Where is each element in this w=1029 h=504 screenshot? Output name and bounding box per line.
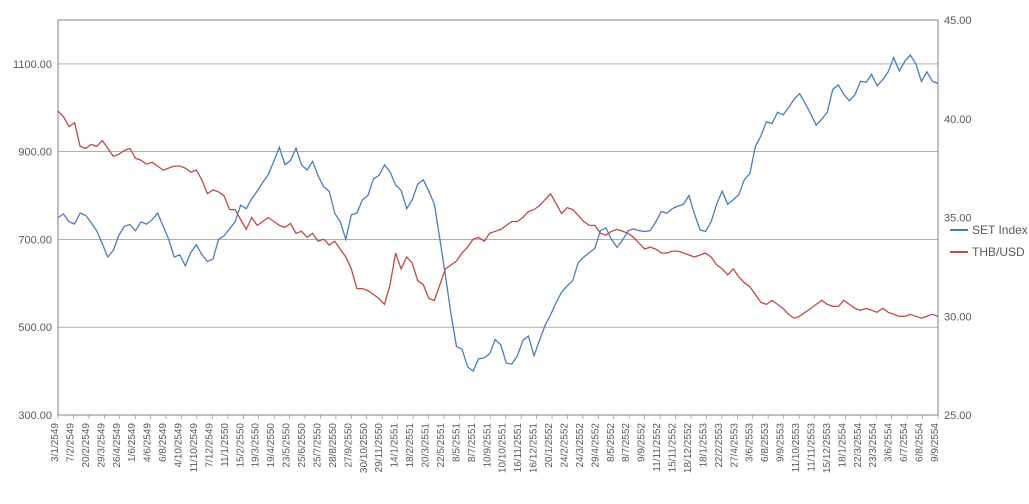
x-tick-label: 10/10/2551 bbox=[498, 423, 509, 473]
chart-container: 300.00 500.00 700.00 900.00 1100.00 25.00 30.0… bbox=[0, 0, 1029, 504]
x-tick-label: 11/10/2549 bbox=[189, 423, 200, 473]
x-tick-label: 16/11/2551 bbox=[513, 423, 524, 473]
x-tick-label: 20/3/2551 bbox=[421, 423, 432, 468]
y-left-tick-label: 1100.00 bbox=[13, 59, 52, 71]
y-right-tick-label: 45.00 bbox=[944, 15, 972, 27]
x-tick-label: 4/6/2549 bbox=[143, 423, 154, 462]
x-tick-label: 28/8/2550 bbox=[328, 423, 339, 468]
x-tick-label: 1/6/2549 bbox=[127, 423, 138, 462]
x-tick-label: 18/1/2553 bbox=[698, 423, 709, 468]
x-tick-label: 18/1/2554 bbox=[837, 423, 848, 468]
x-tick-label: 25/7/2550 bbox=[312, 423, 323, 468]
x-tick-label: 22/5/2551 bbox=[436, 423, 447, 468]
legend-label: SET Index bbox=[972, 223, 1028, 237]
line-chart: 300.00 500.00 700.00 900.00 1100.00 25.00 30.0… bbox=[0, 0, 1029, 504]
x-tick-label: 11/10/2553 bbox=[791, 423, 802, 473]
y-right-tick-label: 25.00 bbox=[944, 410, 972, 422]
x-tick-label: 22/3/2554 bbox=[853, 423, 864, 468]
x-tick-label: 11/1/2550 bbox=[220, 423, 231, 467]
x-tick-label: 6/8/2554 bbox=[915, 423, 926, 462]
x-tick-label: 6/7/2554 bbox=[899, 423, 910, 462]
x-tick-label: 27/4/2553 bbox=[729, 423, 740, 468]
y-left-tick-label: 700.00 bbox=[18, 234, 52, 246]
x-tick-label: 26/4/2549 bbox=[112, 423, 123, 468]
x-tick-label: 19/3/2550 bbox=[251, 423, 262, 468]
x-tick-label: 18/12/2552 bbox=[683, 423, 694, 473]
x-tick-label: 30/10/2550 bbox=[359, 423, 370, 473]
x-tick-label: 3/6/2553 bbox=[745, 423, 756, 462]
x-tick-label: 18/2/2551 bbox=[405, 423, 416, 468]
x-tick-label: 9/9/2554 bbox=[930, 423, 941, 462]
x-tick-label: 27/9/2550 bbox=[343, 423, 354, 468]
y-right-tick-label: 40.00 bbox=[944, 114, 972, 126]
legend-label: THB/USD bbox=[972, 245, 1025, 259]
x-tick-label: 6/8/2553 bbox=[760, 423, 771, 462]
x-tick-label: 15/11/2552 bbox=[668, 423, 679, 473]
x-tick-label: 20/2/2549 bbox=[81, 423, 92, 468]
x-tick-label: 23/5/2550 bbox=[282, 423, 293, 468]
x-tick-label: 9/9/2552 bbox=[637, 423, 648, 462]
x-tick-label: 23/3/2554 bbox=[868, 423, 879, 468]
x-tick-label: 3/6/2554 bbox=[884, 423, 895, 462]
x-tick-label: 15/2/2550 bbox=[235, 423, 246, 468]
x-tick-label: 29/11/2550 bbox=[374, 423, 385, 473]
x-tick-label: 8/5/2551 bbox=[451, 423, 462, 462]
x-tick-label: 8/5/2552 bbox=[606, 423, 617, 462]
x-tick-label: 8/7/2552 bbox=[621, 423, 632, 462]
y-left-tick-label: 300.00 bbox=[18, 410, 52, 422]
x-tick-label: 14/1/2551 bbox=[390, 423, 401, 468]
x-tick-label: 29/4/2552 bbox=[590, 423, 601, 468]
x-tick-label: 4/10/2549 bbox=[174, 423, 185, 468]
x-tick-label: 24/3/2552 bbox=[575, 423, 586, 468]
x-tick-label: 11/11/2552 bbox=[652, 423, 663, 472]
x-tick-label: 25/6/2550 bbox=[297, 423, 308, 468]
x-tick-label: 22/2/2553 bbox=[714, 423, 725, 468]
x-tick-label: 29/3/2549 bbox=[96, 423, 107, 468]
y-left-tick-label: 900.00 bbox=[18, 147, 52, 159]
y-right-tick-label: 30.00 bbox=[944, 311, 972, 323]
x-tick-label: 9/9/2553 bbox=[776, 423, 787, 462]
x-tick-label: 11/11/2553 bbox=[806, 423, 817, 472]
x-tick-label: 6/8/2549 bbox=[158, 423, 169, 462]
x-tick-label: 15/12/2553 bbox=[822, 423, 833, 473]
y-left-tick-label: 500.00 bbox=[18, 322, 52, 334]
x-tick-label: 7/2/2549 bbox=[65, 423, 76, 462]
x-tick-label: 20/1/2552 bbox=[544, 423, 555, 468]
x-tick-label: 7/12/2549 bbox=[204, 423, 215, 468]
y-right-tick-label: 35.00 bbox=[944, 213, 972, 225]
x-tick-label: 19/4/2550 bbox=[266, 423, 277, 468]
x-tick-label: 10/9/2551 bbox=[482, 423, 493, 468]
x-tick-label: 8/7/2551 bbox=[467, 423, 478, 462]
x-tick-label: 3/1/2549 bbox=[50, 423, 61, 462]
x-tick-label: 24/2/2552 bbox=[559, 423, 570, 468]
x-tick-label: 16/12/2551 bbox=[529, 423, 540, 473]
